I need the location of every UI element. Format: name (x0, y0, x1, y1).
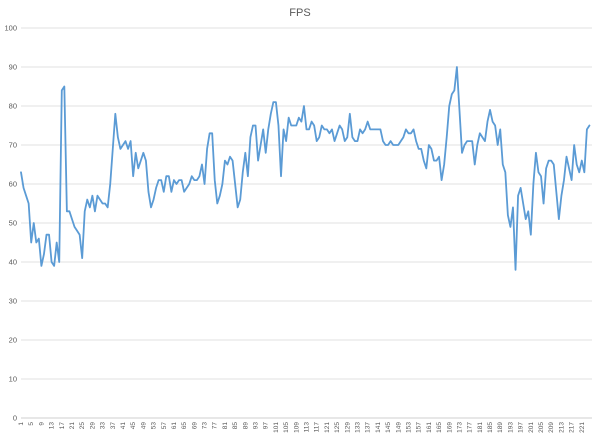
y-tick-label: 40 (9, 258, 17, 267)
x-tick-label: 209 (548, 422, 555, 433)
x-tick-label: 9 (38, 422, 45, 426)
x-axis-tick-labels: 1 5 9 13 17 21 25 29 33 37 41 45 49 53 57 61 65 69 73 77 81 8… (18, 422, 586, 433)
x-tick-label: 197 (518, 422, 525, 433)
x-tick-label: 5 (28, 422, 35, 426)
x-tick-label: 145 (385, 422, 392, 433)
x-tick-label: 205 (538, 422, 545, 433)
x-tick-label: 157 (416, 422, 423, 433)
x-tick-label: 129 (344, 422, 351, 433)
x-tick-label: 21 (69, 422, 76, 430)
x-tick-label: 193 (507, 422, 514, 433)
x-tick-label: 33 (100, 422, 107, 430)
x-tick-label: 149 (395, 422, 402, 433)
y-tick-label: 20 (9, 336, 17, 345)
chart-title: FPS (289, 7, 310, 19)
x-tick-label: 85 (232, 422, 239, 430)
x-tick-label: 93 (253, 422, 260, 430)
x-tick-label: 45 (130, 422, 137, 430)
y-tick-label: 90 (9, 63, 17, 72)
x-tick-label: 17 (59, 422, 66, 430)
y-tick-label: 80 (9, 102, 17, 111)
x-tick-label: 61 (171, 422, 178, 430)
x-tick-label: 73 (202, 422, 209, 430)
x-tick-label: 69 (191, 422, 198, 430)
x-tick-label: 37 (110, 422, 117, 430)
x-tick-label: 189 (497, 422, 504, 433)
x-tick-label: 169 (446, 422, 453, 433)
x-tick-label: 89 (242, 422, 249, 430)
x-tick-label: 121 (324, 422, 331, 433)
x-tick-label: 109 (293, 422, 300, 433)
x-tick-label: 125 (334, 422, 341, 433)
x-tick-label: 221 (579, 422, 586, 433)
x-tick-label: 213 (558, 422, 565, 433)
x-tick-label: 117 (314, 422, 321, 433)
x-tick-label: 53 (151, 422, 158, 430)
x-tick-label: 133 (354, 422, 361, 433)
x-tick-label: 185 (487, 422, 494, 433)
x-tick-label: 81 (222, 422, 229, 430)
y-tick-label: 30 (9, 297, 17, 306)
y-axis-tick-labels: 0 10 20 30 40 50 60 70 80 90 100 (4, 24, 17, 423)
y-tick-label: 100 (4, 24, 17, 33)
y-tick-label: 10 (9, 375, 17, 384)
x-tick-label: 13 (49, 422, 56, 430)
x-tick-label: 101 (273, 422, 280, 433)
x-tick-label: 113 (304, 422, 311, 433)
x-tick-label: 201 (528, 422, 535, 433)
y-tick-label: 50 (9, 219, 17, 228)
x-tick-label: 49 (140, 422, 147, 430)
x-tick-label: 77 (212, 422, 219, 430)
x-tick-label: 29 (89, 422, 96, 430)
x-tick-label: 65 (181, 422, 188, 430)
x-tick-label: 141 (375, 422, 382, 433)
y-tick-label: 70 (9, 141, 17, 150)
x-tick-label: 173 (456, 422, 463, 433)
x-tick-label: 165 (436, 422, 443, 433)
y-tick-label: 0 (13, 414, 17, 423)
gridlines (21, 27, 592, 380)
x-tick-label: 1 (18, 422, 25, 426)
x-tick-label: 25 (79, 422, 86, 430)
x-tick-label: 41 (120, 422, 127, 430)
y-tick-label: 60 (9, 180, 17, 189)
x-tick-label: 177 (467, 422, 474, 433)
x-tick-label: 161 (426, 422, 433, 433)
x-tick-label: 97 (263, 422, 270, 430)
x-tick-label: 57 (161, 422, 168, 430)
x-tick-label: 105 (283, 422, 290, 433)
x-tick-label: 181 (477, 422, 484, 433)
x-tick-label: 153 (405, 422, 412, 433)
series-line-fps (20, 66, 591, 271)
x-tick-label: 137 (365, 422, 372, 433)
x-tick-label: 217 (569, 422, 576, 433)
